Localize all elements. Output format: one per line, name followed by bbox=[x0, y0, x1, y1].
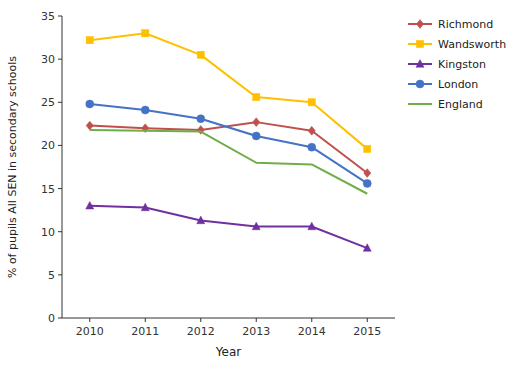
legend-label: Richmond bbox=[438, 18, 493, 31]
marker-circle bbox=[363, 179, 371, 187]
marker-square bbox=[142, 30, 149, 37]
x-tick-label: 2015 bbox=[353, 325, 381, 338]
y-tick-label: 5 bbox=[48, 269, 55, 282]
y-axis-line bbox=[62, 16, 63, 318]
x-axis-label: Year bbox=[215, 345, 241, 359]
legend-marker bbox=[416, 80, 424, 88]
legend-marker bbox=[416, 60, 424, 68]
marker-triangle bbox=[197, 216, 205, 224]
marker-circle bbox=[141, 106, 149, 114]
marker-square bbox=[253, 94, 260, 101]
x-tick-label: 2012 bbox=[187, 325, 215, 338]
legend-label: Kingston bbox=[438, 58, 486, 71]
marker-square bbox=[364, 145, 371, 152]
x-tick bbox=[311, 318, 312, 322]
marker-triangle bbox=[308, 222, 316, 230]
legend-item: Richmond bbox=[408, 18, 493, 31]
x-tick-label: 2014 bbox=[298, 325, 326, 338]
legend-label: England bbox=[438, 98, 483, 111]
y-tick-label: 0 bbox=[48, 312, 55, 325]
y-tick bbox=[58, 231, 62, 232]
chart: 0 5 10 15 20 25 30 35 2010 2011 2012 2013 2014 2015 Ye… bbox=[0, 0, 513, 365]
y-tick-label: 15 bbox=[41, 183, 55, 196]
y-tick-label: 10 bbox=[41, 226, 55, 239]
legend-item: London bbox=[408, 78, 478, 91]
marker-diamond bbox=[253, 118, 260, 127]
x-tick-label: 2010 bbox=[76, 325, 104, 338]
marker-circle bbox=[252, 132, 260, 140]
x-tick bbox=[145, 318, 146, 322]
series bbox=[86, 201, 372, 251]
legend: Richmond Wandsworth Kingston London England bbox=[408, 18, 506, 111]
legend-marker bbox=[416, 40, 423, 47]
marker-circle bbox=[308, 143, 316, 151]
series-line bbox=[90, 130, 368, 194]
x-tick-label: 2011 bbox=[131, 325, 159, 338]
y-tick-label: 35 bbox=[41, 10, 55, 23]
marker-circle bbox=[86, 100, 94, 108]
series-line bbox=[90, 206, 368, 248]
y-tick bbox=[58, 59, 62, 60]
marker-triangle bbox=[363, 244, 371, 252]
y-tick bbox=[58, 274, 62, 275]
x-tick bbox=[200, 318, 201, 322]
marker-triangle bbox=[86, 201, 94, 209]
axes: 0 5 10 15 20 25 30 35 2010 2011 2012 2013 2014 2015 bbox=[41, 10, 395, 338]
y-tick bbox=[58, 188, 62, 189]
legend-item: England bbox=[408, 98, 483, 111]
marker-square bbox=[86, 37, 93, 44]
marker-diamond bbox=[308, 126, 315, 135]
plot-area bbox=[86, 30, 372, 252]
legend-item: Kingston bbox=[408, 58, 486, 71]
legend-swatch bbox=[408, 103, 432, 105]
marker-triangle bbox=[141, 203, 149, 211]
y-tick-label: 20 bbox=[41, 139, 55, 152]
marker-circle bbox=[197, 115, 205, 123]
legend-marker bbox=[416, 20, 423, 29]
y-tick bbox=[58, 145, 62, 146]
x-tick bbox=[89, 318, 90, 322]
y-tick-label: 25 bbox=[41, 96, 55, 109]
legend-item: Wandsworth bbox=[408, 38, 506, 51]
x-tick-label: 2013 bbox=[242, 325, 270, 338]
y-tick bbox=[58, 318, 62, 319]
marker-triangle bbox=[252, 222, 260, 230]
y-tick-label: 30 bbox=[41, 53, 55, 66]
x-tick bbox=[367, 318, 368, 322]
marker-diamond bbox=[86, 121, 93, 130]
y-tick bbox=[58, 16, 62, 17]
series bbox=[86, 30, 371, 153]
legend-label: Wandsworth bbox=[438, 38, 506, 51]
y-tick bbox=[58, 102, 62, 103]
series bbox=[90, 130, 368, 194]
marker-square bbox=[197, 51, 204, 58]
legend-label: London bbox=[438, 78, 478, 91]
marker-square bbox=[308, 99, 315, 106]
marker-diamond bbox=[364, 169, 371, 178]
x-tick bbox=[256, 318, 257, 322]
x-axis-line bbox=[62, 318, 395, 319]
y-axis-label: % of pupils All SEN in secondary schools bbox=[6, 56, 19, 278]
